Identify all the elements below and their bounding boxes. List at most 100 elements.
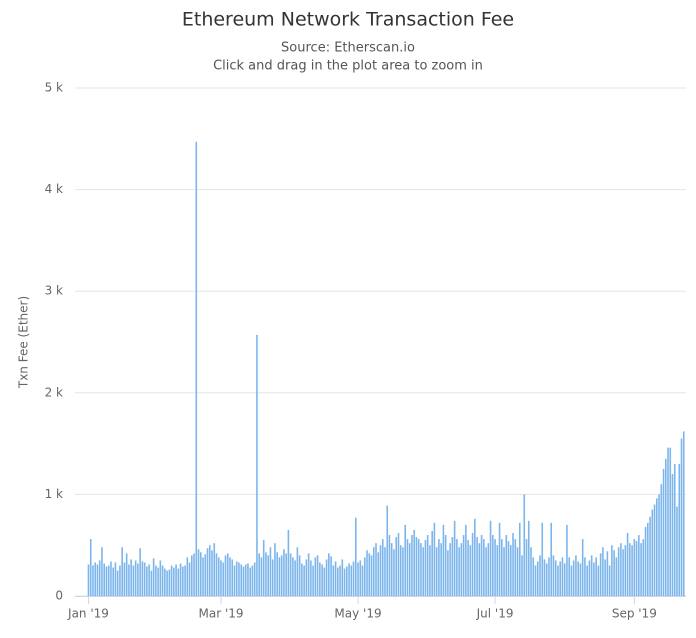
bar [139, 548, 141, 596]
bar [265, 552, 267, 596]
bar [404, 524, 407, 596]
bar [599, 553, 602, 596]
bar [96, 564, 99, 596]
bar [251, 565, 254, 596]
bar [314, 557, 317, 596]
bar [489, 520, 492, 596]
bar [247, 563, 249, 596]
bar [395, 537, 398, 596]
bar [633, 539, 636, 596]
bar [354, 517, 357, 596]
y-tick-label: 4 k [45, 182, 63, 196]
bar [584, 557, 586, 596]
bar [184, 565, 186, 596]
bar [170, 565, 173, 596]
bar [134, 560, 137, 596]
bar [433, 522, 436, 596]
bar [105, 566, 108, 596]
bar [323, 567, 326, 596]
bar [474, 518, 476, 596]
x-tick-label: Mar '19 [198, 607, 243, 621]
bar [372, 547, 375, 596]
bar [175, 564, 177, 596]
bar [204, 554, 207, 596]
bar [146, 566, 148, 596]
bar [316, 555, 319, 596]
bar [193, 553, 195, 596]
y-axis-title: Txn Fee (Ether) [17, 296, 31, 389]
bar [575, 555, 577, 596]
bar [671, 474, 674, 596]
bar [379, 545, 382, 596]
bar [330, 556, 332, 596]
bar [107, 565, 110, 596]
bar [296, 547, 299, 596]
bar [321, 564, 323, 596]
bar [222, 562, 225, 596]
bar [125, 553, 128, 596]
bar [150, 570, 153, 596]
bar [334, 561, 337, 596]
bar [478, 543, 481, 596]
bar [467, 540, 469, 596]
bar [606, 551, 609, 596]
bar [366, 550, 368, 596]
bar [267, 555, 269, 596]
bar [253, 562, 256, 596]
bar [586, 565, 588, 596]
chart-title: Ethereum Network Transaction Fee [182, 9, 514, 31]
bar [199, 552, 202, 596]
bar [375, 543, 377, 596]
bar [103, 563, 106, 596]
bar [307, 553, 310, 596]
bar [305, 559, 308, 596]
y-tick-label: 1 k [45, 487, 63, 501]
bar [123, 562, 126, 596]
bar [217, 557, 220, 596]
bar [453, 520, 456, 596]
bar [206, 548, 209, 596]
bar [269, 547, 272, 596]
x-tick-label: Jul '19 [476, 607, 514, 621]
bar [166, 570, 168, 596]
bar [98, 560, 101, 596]
bar [669, 447, 672, 596]
bar [438, 539, 440, 596]
bar [238, 562, 240, 596]
bar [386, 505, 389, 596]
bar [249, 567, 252, 596]
bar [505, 535, 508, 596]
bar [112, 567, 114, 596]
bar [161, 565, 164, 596]
bar [568, 557, 570, 596]
bar [179, 563, 182, 596]
bar [503, 547, 505, 596]
bar [539, 555, 541, 596]
bar [357, 562, 359, 596]
bar [294, 560, 296, 596]
bar [121, 547, 123, 596]
bar [485, 547, 487, 596]
bar [159, 560, 162, 596]
bar [629, 543, 631, 596]
bar [460, 543, 463, 596]
bar [487, 543, 490, 596]
bar [141, 561, 144, 596]
bar [431, 530, 433, 596]
bar [465, 524, 467, 596]
bar [563, 563, 566, 596]
bar [480, 535, 483, 596]
y-tick-label: 3 k [45, 284, 63, 298]
bar [197, 549, 200, 596]
bar [422, 547, 424, 596]
bar [440, 543, 442, 596]
bar [363, 557, 366, 596]
bar [152, 558, 155, 596]
bar [447, 550, 449, 596]
bar [449, 543, 451, 596]
bar [177, 568, 180, 596]
bar [310, 560, 312, 596]
bar [458, 547, 460, 596]
bar [224, 555, 227, 596]
bar [128, 564, 130, 596]
